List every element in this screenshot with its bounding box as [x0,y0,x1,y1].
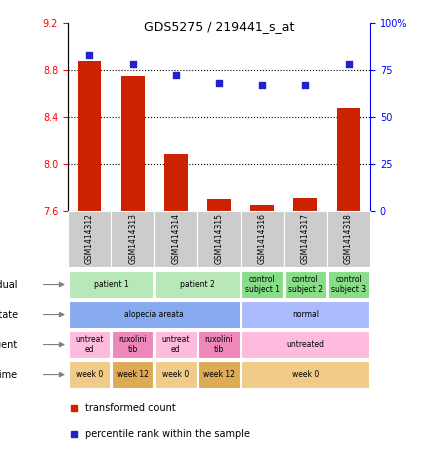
Bar [284,211,327,267]
Text: untreat
ed: untreat ed [162,335,190,354]
Text: disease state: disease state [0,309,18,319]
Bar [155,271,240,298]
Text: untreat
ed: untreat ed [75,335,104,354]
Bar [112,361,153,388]
Text: GSM1414315: GSM1414315 [215,213,223,265]
Text: agent: agent [0,340,18,350]
Bar [164,154,188,211]
Point [345,60,352,67]
Bar [241,331,369,358]
Bar [207,199,231,211]
Text: individual: individual [0,280,18,289]
Bar [69,301,240,328]
Point [259,81,266,88]
Text: ruxolini
tib: ruxolini tib [118,335,147,354]
Bar [69,271,153,298]
Text: week 0: week 0 [292,370,319,379]
Bar [241,361,369,388]
Bar [285,271,326,298]
Text: week 0: week 0 [162,370,190,379]
Text: week 12: week 12 [117,370,148,379]
Point [215,79,223,87]
Bar [198,361,240,388]
Text: patient 2: patient 2 [180,280,215,289]
Text: ruxolini
tib: ruxolini tib [205,335,233,354]
Text: transformed count: transformed count [85,403,176,413]
Bar [240,211,284,267]
Text: GSM1414312: GSM1414312 [85,213,94,265]
Bar [111,211,154,267]
Text: patient 1: patient 1 [94,280,128,289]
Bar [198,211,240,267]
Point [129,60,136,67]
Text: percentile rank within the sample: percentile rank within the sample [85,429,250,439]
Bar [155,331,197,358]
Text: untreated: untreated [286,340,325,349]
Text: week 0: week 0 [76,370,103,379]
Text: GSM1414314: GSM1414314 [171,213,180,265]
Bar [250,205,274,211]
Bar [198,331,240,358]
Bar [121,76,145,211]
Bar [69,331,110,358]
Bar [78,62,101,211]
Bar [328,271,369,298]
Text: GSM1414317: GSM1414317 [301,213,310,265]
Text: alopecia areata: alopecia areata [124,310,184,319]
Bar [327,211,370,267]
Text: time: time [0,370,18,380]
Point [302,81,309,88]
Text: control
subject 1: control subject 1 [245,275,280,294]
Text: GSM1414318: GSM1414318 [344,213,353,265]
Text: GSM1414316: GSM1414316 [258,213,267,265]
Point [172,72,179,79]
Text: control
subject 2: control subject 2 [288,275,323,294]
Text: control
subject 3: control subject 3 [331,275,366,294]
Bar [241,271,283,298]
Text: normal: normal [292,310,319,319]
Bar [68,211,111,267]
Text: GDS5275 / 219441_s_at: GDS5275 / 219441_s_at [144,20,294,34]
Point [86,51,93,58]
Bar [241,301,369,328]
Bar [69,361,110,388]
Bar [154,211,198,267]
Text: GSM1414313: GSM1414313 [128,213,137,265]
Bar [293,198,317,211]
Text: week 12: week 12 [203,370,235,379]
Bar [112,331,153,358]
Bar [155,361,197,388]
Bar [337,108,360,211]
